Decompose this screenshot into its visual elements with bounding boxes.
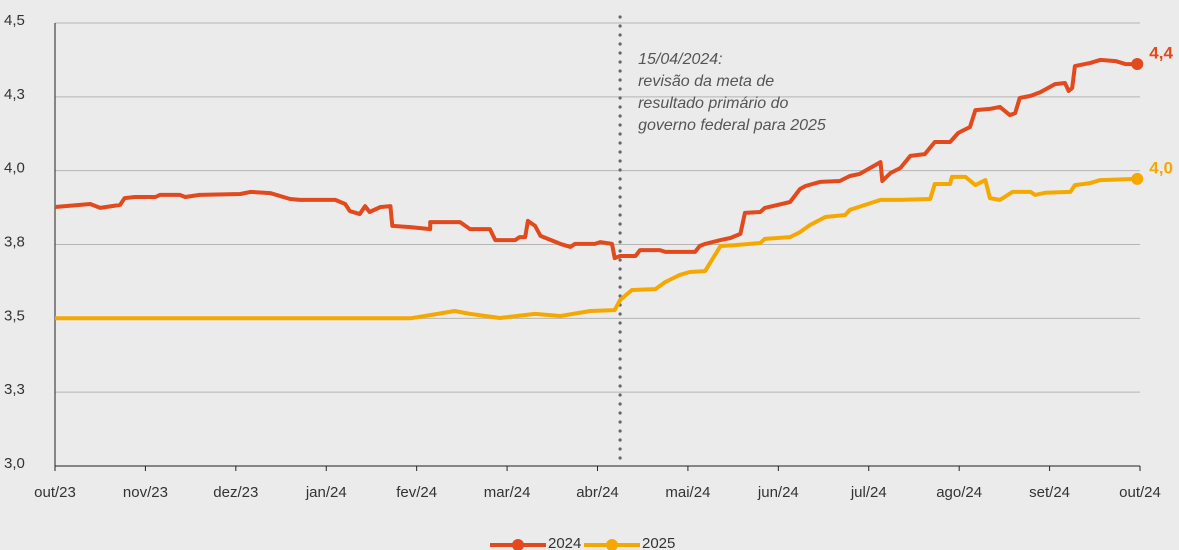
- x-tick-label: jul/24: [850, 484, 887, 501]
- y-tick-label: 3,0: [4, 455, 25, 472]
- end-label: 4,0: [1149, 158, 1173, 177]
- x-tick-label: nov/23: [123, 484, 168, 501]
- x-tick-label: out/23: [34, 484, 76, 501]
- end-point: [1131, 58, 1144, 71]
- line: [55, 174, 1138, 321]
- y-tick-label: 4,5: [4, 12, 25, 29]
- annotation-text: revisão da meta de: [638, 73, 774, 90]
- legend-label: 2025: [642, 535, 675, 550]
- annotation-text: governo federal para 2025: [638, 117, 826, 134]
- x-tick-label: abr/24: [576, 484, 619, 501]
- end-point: [1131, 172, 1144, 185]
- line: [54, 57, 1138, 261]
- legend-label: 2024: [548, 535, 581, 550]
- x-tick-label: fev/24: [396, 484, 437, 501]
- annotation-text: 15/04/2024:: [638, 51, 723, 68]
- annotation-text: resultado primário do: [638, 95, 788, 112]
- y-tick-label: 4,3: [4, 86, 25, 103]
- x-tick-label: ago/24: [936, 484, 982, 501]
- x-tick-label: jun/24: [757, 484, 799, 501]
- x-tick-label: set/24: [1029, 484, 1070, 501]
- legend-dot: [512, 539, 524, 550]
- x-tick-label: jan/24: [305, 484, 347, 501]
- y-tick-label: 3,8: [4, 233, 25, 250]
- legend-dot: [606, 539, 618, 550]
- y-tick-label: 4,0: [4, 160, 25, 177]
- x-tick-label: dez/23: [213, 484, 258, 501]
- x-tick-label: mar/24: [484, 484, 531, 501]
- y-tick-label: 3,3: [4, 381, 25, 398]
- end-label: 4,4: [1149, 44, 1173, 63]
- x-tick-label: mai/24: [665, 484, 710, 501]
- y-tick-label: 3,5: [4, 307, 25, 324]
- x-tick-label: out/24: [1119, 484, 1161, 501]
